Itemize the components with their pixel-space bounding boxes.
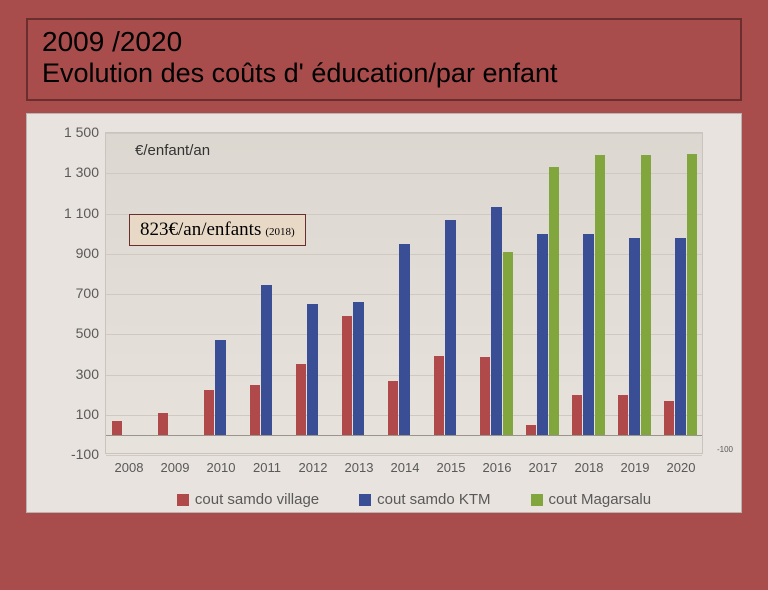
bar xyxy=(342,316,352,435)
legend-item-magarsalu: cout Magarsalu xyxy=(531,491,652,508)
bar xyxy=(618,395,628,435)
x-tick-label: 2011 xyxy=(253,460,281,475)
bar xyxy=(503,252,513,435)
x-tick-label: 2015 xyxy=(437,460,466,475)
bar xyxy=(526,425,536,435)
y-tick-label: 1 500 xyxy=(45,124,99,140)
bar xyxy=(629,238,639,435)
bar xyxy=(491,207,501,434)
tiny-axis-label: -100 xyxy=(717,445,733,454)
x-tick-label: 2014 xyxy=(391,460,420,475)
y-tick-label: 1 100 xyxy=(45,205,99,221)
bar xyxy=(353,302,363,435)
bar xyxy=(204,390,214,435)
bar xyxy=(687,154,697,435)
y-tick-label: 1 300 xyxy=(45,164,99,180)
x-tick-label: 2012 xyxy=(299,460,328,475)
bar xyxy=(549,167,559,435)
y-tick-label: 700 xyxy=(45,285,99,301)
gridline xyxy=(106,133,702,134)
bar xyxy=(296,364,306,434)
legend-label-village: cout samdo village xyxy=(195,491,319,508)
bar xyxy=(595,155,605,435)
chart-title-box: 2009 /2020 Evolution des coûts d' éducat… xyxy=(26,18,742,101)
callout-main: 823€/an/enfants xyxy=(140,219,261,240)
gridline xyxy=(106,173,702,174)
bar xyxy=(434,356,444,434)
y-axis-unit-note: €/enfant/an xyxy=(135,142,210,159)
bar xyxy=(112,421,122,435)
bar xyxy=(641,155,651,435)
legend: cout samdo village cout samdo KTM cout M… xyxy=(127,491,701,508)
bar xyxy=(261,285,271,435)
y-tick-label: -100 xyxy=(45,446,99,462)
x-tick-label: 2018 xyxy=(575,460,604,475)
baseline xyxy=(106,435,702,436)
legend-swatch-magarsalu xyxy=(531,494,543,506)
title-line2: Evolution des coûts d' éducation/par enf… xyxy=(42,58,726,89)
legend-swatch-ktm xyxy=(359,494,371,506)
gridline xyxy=(106,455,702,456)
callout-box: 823€/an/enfants (2018) xyxy=(129,214,306,246)
y-tick-label: 300 xyxy=(45,366,99,382)
legend-swatch-village xyxy=(177,494,189,506)
x-tick-label: 2017 xyxy=(529,460,558,475)
y-tick-label: 900 xyxy=(45,245,99,261)
x-tick-label: 2013 xyxy=(345,460,374,475)
chart-panel: 2008 2009 2010 2011 2012 2013 2014 2015 2016 2017… xyxy=(26,113,742,513)
legend-label-magarsalu: cout Magarsalu xyxy=(549,491,652,508)
x-tick-label: 2016 xyxy=(483,460,512,475)
bar xyxy=(664,401,674,435)
legend-label-ktm: cout samdo KTM xyxy=(377,491,490,508)
bar xyxy=(158,413,168,435)
title-line1: 2009 /2020 xyxy=(42,26,726,58)
y-tick-label: 100 xyxy=(45,406,99,422)
bar xyxy=(480,357,490,434)
x-tick-label: 2008 xyxy=(115,460,144,475)
legend-item-ktm: cout samdo KTM xyxy=(359,491,490,508)
legend-item-village: cout samdo village xyxy=(177,491,319,508)
plot-area: 2008200920102011201220132014201520162017… xyxy=(105,132,703,454)
bar xyxy=(307,304,317,435)
bar xyxy=(388,381,398,435)
bar xyxy=(572,395,582,435)
bar xyxy=(399,244,409,435)
callout-sub: (2018) xyxy=(265,226,294,238)
y-tick-label: 500 xyxy=(45,325,99,341)
bar xyxy=(675,238,685,435)
bar xyxy=(583,234,593,435)
bar xyxy=(215,340,225,435)
x-tick-label: 2010 xyxy=(207,460,236,475)
x-tick-label: 2020 xyxy=(667,460,696,475)
x-tick-label: 2009 xyxy=(161,460,190,475)
bar xyxy=(445,220,455,435)
x-tick-label: 2019 xyxy=(621,460,650,475)
bar xyxy=(250,385,260,435)
bar xyxy=(537,234,547,435)
